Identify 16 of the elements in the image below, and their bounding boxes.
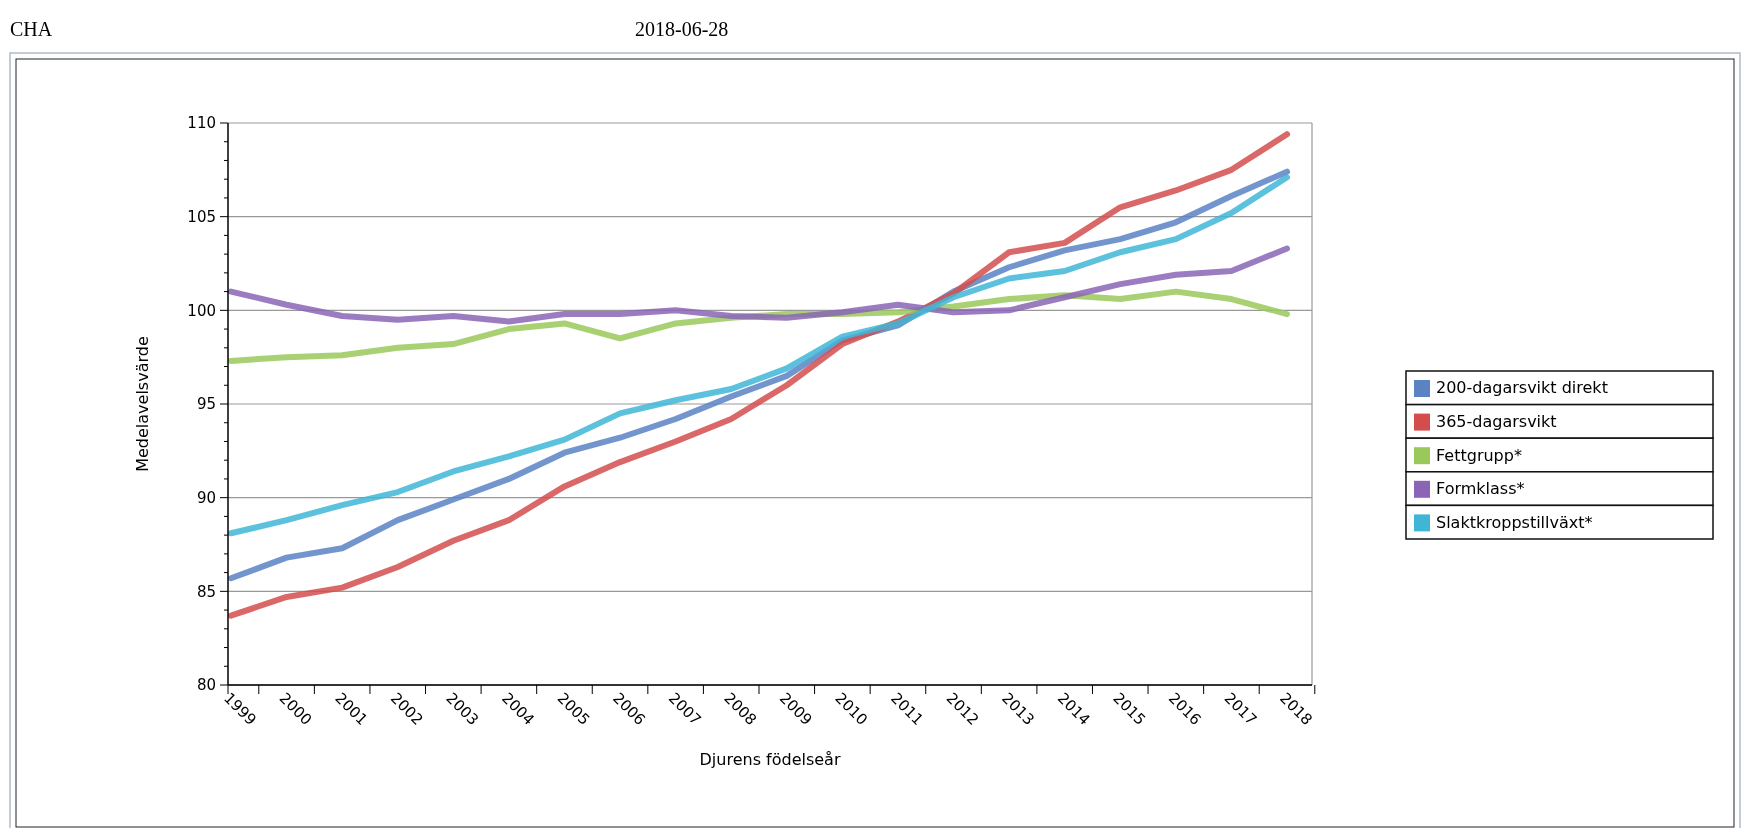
y-tick-label: 105: [187, 207, 216, 226]
y-tick-label: 85: [196, 582, 216, 601]
legend-label: Formklass*: [1436, 479, 1525, 499]
x-axis-title: Djurens födelseår: [699, 750, 841, 769]
legend-label: 365-dagarsvikt: [1436, 412, 1557, 431]
legend-label: 200-dagarsvikt direkt: [1436, 378, 1608, 398]
y-axis-title: Medelavelsvärde: [133, 336, 152, 472]
y-tick-label: 110: [187, 114, 216, 133]
chart-subtitle: 2018-06-28: [635, 18, 729, 40]
text: CHA: [10, 18, 53, 40]
y-tick-label: 80: [196, 676, 216, 695]
y-tick-label: 90: [196, 488, 216, 507]
legend-label: Fettgrupp*: [1436, 445, 1522, 465]
y-tick-label: 100: [187, 301, 216, 320]
y-tick-label: 95: [196, 395, 216, 414]
legend-label: Slaktkroppstillväxt*: [1436, 512, 1593, 532]
